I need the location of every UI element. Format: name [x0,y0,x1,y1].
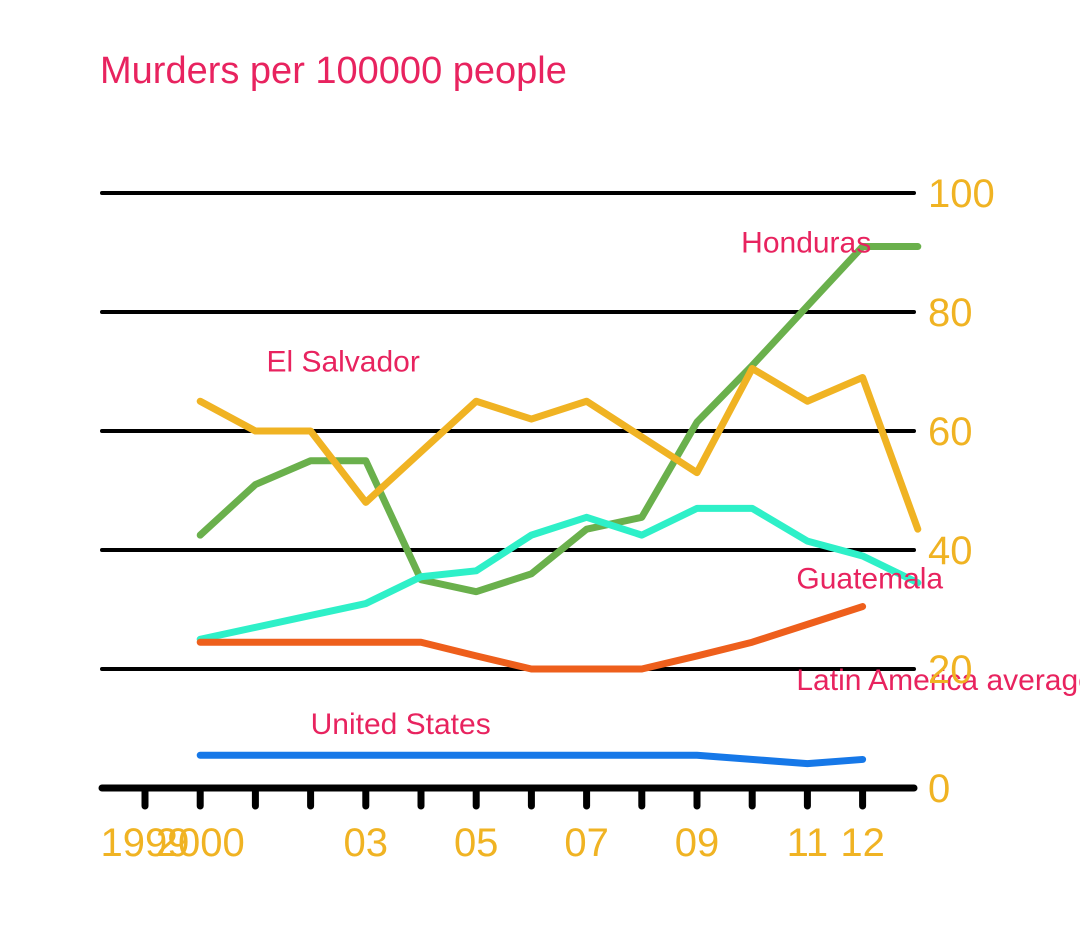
x-axis-ticks [141,784,867,810]
x-tick-label: 11 [787,821,829,865]
series-line-el-salvador [196,365,922,533]
series-line-united-states [196,751,867,768]
y-tick-label: 60 [928,410,973,454]
y-tick-label: 100 [928,172,995,216]
series-label-guatemala: Guatemala [796,563,943,596]
y-tick-label: 0 [928,767,950,811]
series-labels: Honduras El Salvador Guatemala Latin Americ… [266,227,1080,741]
series-line-honduras [196,243,922,596]
series-label-honduras: Honduras [741,227,871,260]
series-line-latin-america-average [196,603,867,673]
x-tick-label: 1999 [101,821,190,865]
x-tick-label: 09 [675,821,720,865]
x-tick-label: 07 [564,821,609,865]
series-label-el-salvador: El Salvador [266,346,419,379]
x-tick-label: 2000 [156,821,245,865]
gridlines [98,191,918,792]
series-line-guatemala [196,504,922,643]
series-label-latin-america-average: Latin America average [796,664,1080,697]
series-label-united-states: United States [311,708,491,741]
x-tick-label: 05 [454,821,499,865]
x-tick-label: 12 [840,821,885,865]
y-tick-label: 20 [928,648,973,692]
y-tick-label: 80 [928,291,973,335]
data-series [196,243,922,768]
y-tick-label: 40 [928,529,973,573]
chart-title: Murders per 100000 people [100,50,567,92]
x-tick-label: 03 [344,821,389,865]
y-axis-labels: 0 20 40 60 80 100 [928,172,995,811]
